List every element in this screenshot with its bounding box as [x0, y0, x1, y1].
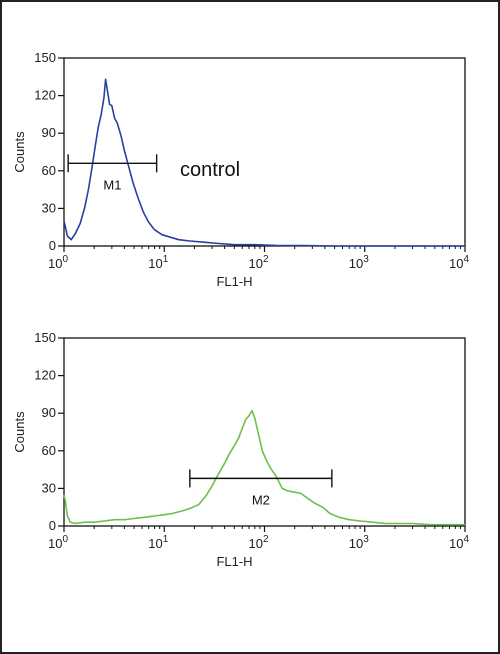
x-tick-base: 10 — [48, 256, 62, 271]
x-tick-exponent: 4 — [463, 534, 469, 545]
x-tick-exponent: 2 — [263, 534, 269, 545]
y-tick-label: 60 — [42, 163, 56, 178]
x-tick-label: 101 — [148, 534, 168, 551]
marker-gate-label: M2 — [252, 492, 270, 507]
x-axis-label: FL1-H — [216, 554, 252, 569]
x-tick-base: 10 — [248, 536, 262, 551]
x-tick-label: 102 — [248, 534, 268, 551]
x-tick-label: 104 — [449, 254, 469, 271]
y-axis-label: Counts — [12, 411, 27, 453]
y-tick-label: 30 — [42, 480, 56, 495]
y-axis-label: Counts — [12, 131, 27, 173]
x-tick-exponent: 1 — [163, 254, 169, 265]
x-tick-exponent: 0 — [62, 534, 68, 545]
x-axis-label: FL1-H — [216, 274, 252, 289]
y-tick-label: 150 — [34, 330, 56, 345]
y-tick-label: 0 — [49, 518, 56, 533]
histogram-series-line — [63, 78, 465, 247]
x-tick-base: 10 — [148, 256, 162, 271]
x-tick-label: 104 — [449, 534, 469, 551]
x-tick-exponent: 3 — [363, 254, 369, 265]
x-tick-exponent: 2 — [263, 254, 269, 265]
x-tick-exponent: 4 — [463, 254, 469, 265]
x-tick-base: 10 — [449, 536, 463, 551]
x-tick-base: 10 — [48, 536, 62, 551]
y-tick-label: 60 — [42, 443, 56, 458]
x-tick-label: 100 — [48, 534, 68, 551]
x-tick-base: 10 — [248, 256, 262, 271]
x-tick-label: 100 — [48, 254, 68, 271]
x-tick-base: 10 — [148, 536, 162, 551]
marker-gate-label: M1 — [103, 177, 121, 192]
x-tick-label: 101 — [148, 254, 168, 271]
x-tick-base: 10 — [349, 256, 363, 271]
y-tick-label: 120 — [34, 368, 56, 383]
y-tick-label: 90 — [42, 125, 56, 140]
y-tick-label: 30 — [42, 200, 56, 215]
x-tick-base: 10 — [449, 256, 463, 271]
x-tick-exponent: 3 — [363, 534, 369, 545]
y-tick-label: 120 — [34, 88, 56, 103]
y-tick-label: 150 — [34, 50, 56, 65]
x-tick-exponent: 1 — [163, 534, 169, 545]
control-annotation: control — [180, 159, 240, 181]
x-tick-label: 103 — [349, 254, 369, 271]
y-tick-label: 90 — [42, 405, 56, 420]
x-tick-label: 102 — [248, 254, 268, 271]
x-tick-exponent: 0 — [62, 254, 68, 265]
x-tick-base: 10 — [349, 536, 363, 551]
x-tick-label: 103 — [349, 534, 369, 551]
y-tick-label: 0 — [49, 238, 56, 253]
histogram-series-line — [63, 409, 465, 526]
